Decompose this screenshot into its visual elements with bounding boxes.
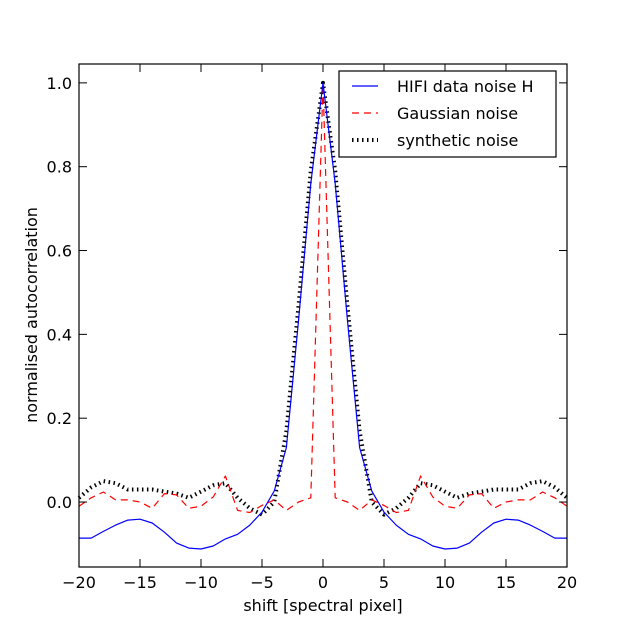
axis-ticks: −20 −15 −10 −5 0 5 10 15 20 0.0 0.2 0.4 0.6 0.8 1.0 bbox=[47, 64, 577, 592]
legend-label-hifi: HIFI data noise H bbox=[397, 77, 534, 96]
legend: HIFI data noise H Gaussian noise synthet… bbox=[338, 70, 557, 158]
x-tick-label: −15 bbox=[123, 573, 157, 592]
y-tick-label: 0.4 bbox=[47, 325, 72, 344]
legend-box bbox=[338, 70, 557, 158]
x-axis-label: shift [spectral pixel] bbox=[243, 596, 402, 615]
x-tick-label: 5 bbox=[379, 573, 389, 592]
y-tick-label: 0.6 bbox=[47, 242, 72, 261]
x-tick-label: 20 bbox=[557, 573, 577, 592]
x-tick-label: 15 bbox=[496, 573, 516, 592]
legend-label-gaussian: Gaussian noise bbox=[397, 104, 518, 123]
x-tick-label: 0 bbox=[318, 573, 328, 592]
y-tick-label: 0.0 bbox=[47, 493, 72, 512]
series-line-hifi-data-noise-h bbox=[79, 82, 567, 550]
y-tick-label: 1.0 bbox=[47, 74, 72, 93]
y-tick-label: 0.2 bbox=[47, 409, 72, 428]
y-tick-label: 0.8 bbox=[47, 158, 72, 177]
x-tick-label: −20 bbox=[62, 573, 96, 592]
plot-lines bbox=[77, 80, 569, 550]
x-tick-label: 10 bbox=[435, 573, 455, 592]
legend-label-synthetic: synthetic noise bbox=[397, 131, 518, 150]
x-tick-label: −5 bbox=[250, 573, 274, 592]
y-axis-label: normalised autocorrelation bbox=[22, 207, 41, 423]
x-tick-label: −10 bbox=[184, 573, 218, 592]
